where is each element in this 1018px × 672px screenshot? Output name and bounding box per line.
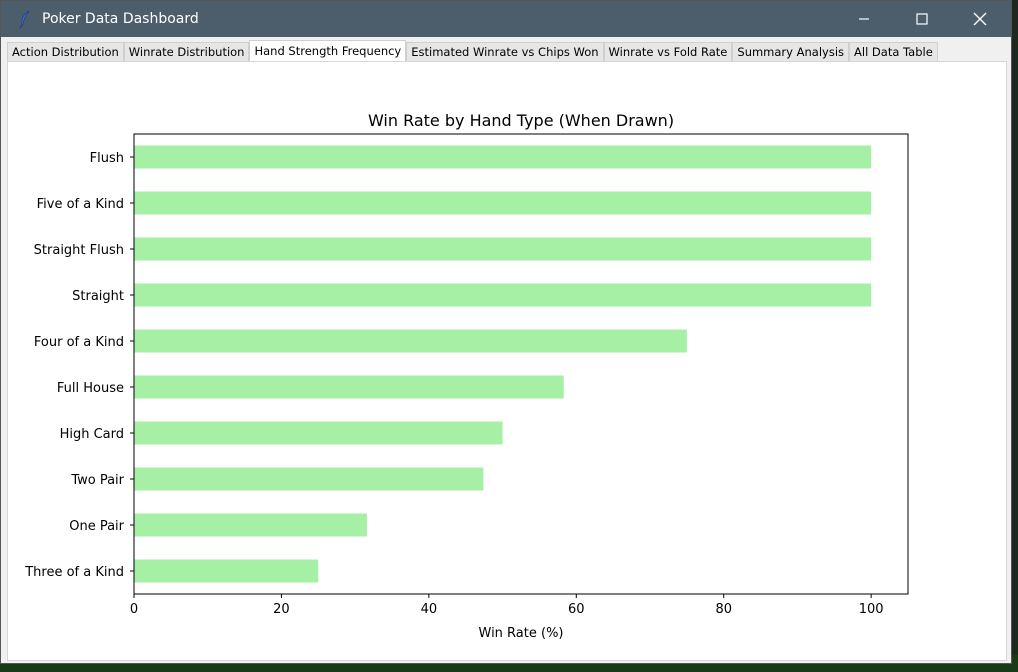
x-axis-label: Win Rate (%) [479,626,564,641]
close-button[interactable] [951,1,1009,37]
y-tick-label: Straight Flush [34,243,124,258]
close-icon [973,12,987,26]
bar-two-pair [134,467,484,491]
plot-area-frame [133,133,909,595]
minimize-icon [859,18,869,20]
window-title: Poker Data Dashboard [42,11,199,27]
bar-three-of-a-kind [134,559,319,583]
tab-action-distribution[interactable]: Action Distribution [7,42,124,61]
bar-five-of-a-kind [134,191,872,215]
tab-all-data-table[interactable]: All Data Table [849,42,938,61]
y-tick-label: Two Pair [70,473,124,488]
tab-summary-analysis[interactable]: Summary Analysis [732,42,850,61]
x-tick-label: 100 [859,602,884,617]
x-tick-label: 40 [421,602,438,617]
x-tick-label: 60 [568,602,585,617]
y-tick-label: Full House [57,381,124,396]
maximize-button[interactable] [893,1,951,37]
title-bar[interactable]: Poker Data Dashboard [1,1,1011,37]
y-tick-label: High Card [60,427,124,442]
x-tick-label: 0 [130,602,138,617]
y-tick-label: Five of a Kind [37,197,124,212]
win-rate-bar-chart: Win Rate by Hand Type (When Drawn) Flush… [24,111,909,641]
y-tick-label: Straight [72,289,124,304]
bar-flush [134,145,872,169]
feather-icon [19,10,30,28]
y-tick-label: Four of a Kind [34,335,124,350]
tab-content-panel: Win Rate by Hand Type (When Drawn) Flush… [7,61,1007,661]
y-tick-label: One Pair [69,519,124,534]
x-tick-label: 20 [273,602,290,617]
y-tick-label: Three of a Kind [24,565,124,580]
tab-hand-strength-frequency[interactable]: Hand Strength Frequency [249,40,407,61]
y-tick-label: Flush [90,151,124,166]
tab-winrate-distribution[interactable]: Winrate Distribution [123,42,250,61]
bar-full-house [134,375,564,399]
maximize-icon [916,13,928,25]
chart-title: Win Rate by Hand Type (When Drawn) [368,111,674,130]
tab-winrate-vs-fold-rate[interactable]: Winrate vs Fold Rate [603,42,733,61]
bar-one-pair [134,513,367,537]
bar-four-of-a-kind [134,329,687,353]
x-tick-label: 80 [715,602,732,617]
bar-straight-flush [134,237,872,261]
tab-estimated-winrate-vs-chips-won[interactable]: Estimated Winrate vs Chips Won [406,42,604,61]
minimize-button[interactable] [835,1,893,37]
bar-straight [134,283,872,307]
tab-bar: Action Distribution Winrate Distribution… [7,40,938,61]
bar-high-card [134,421,503,445]
